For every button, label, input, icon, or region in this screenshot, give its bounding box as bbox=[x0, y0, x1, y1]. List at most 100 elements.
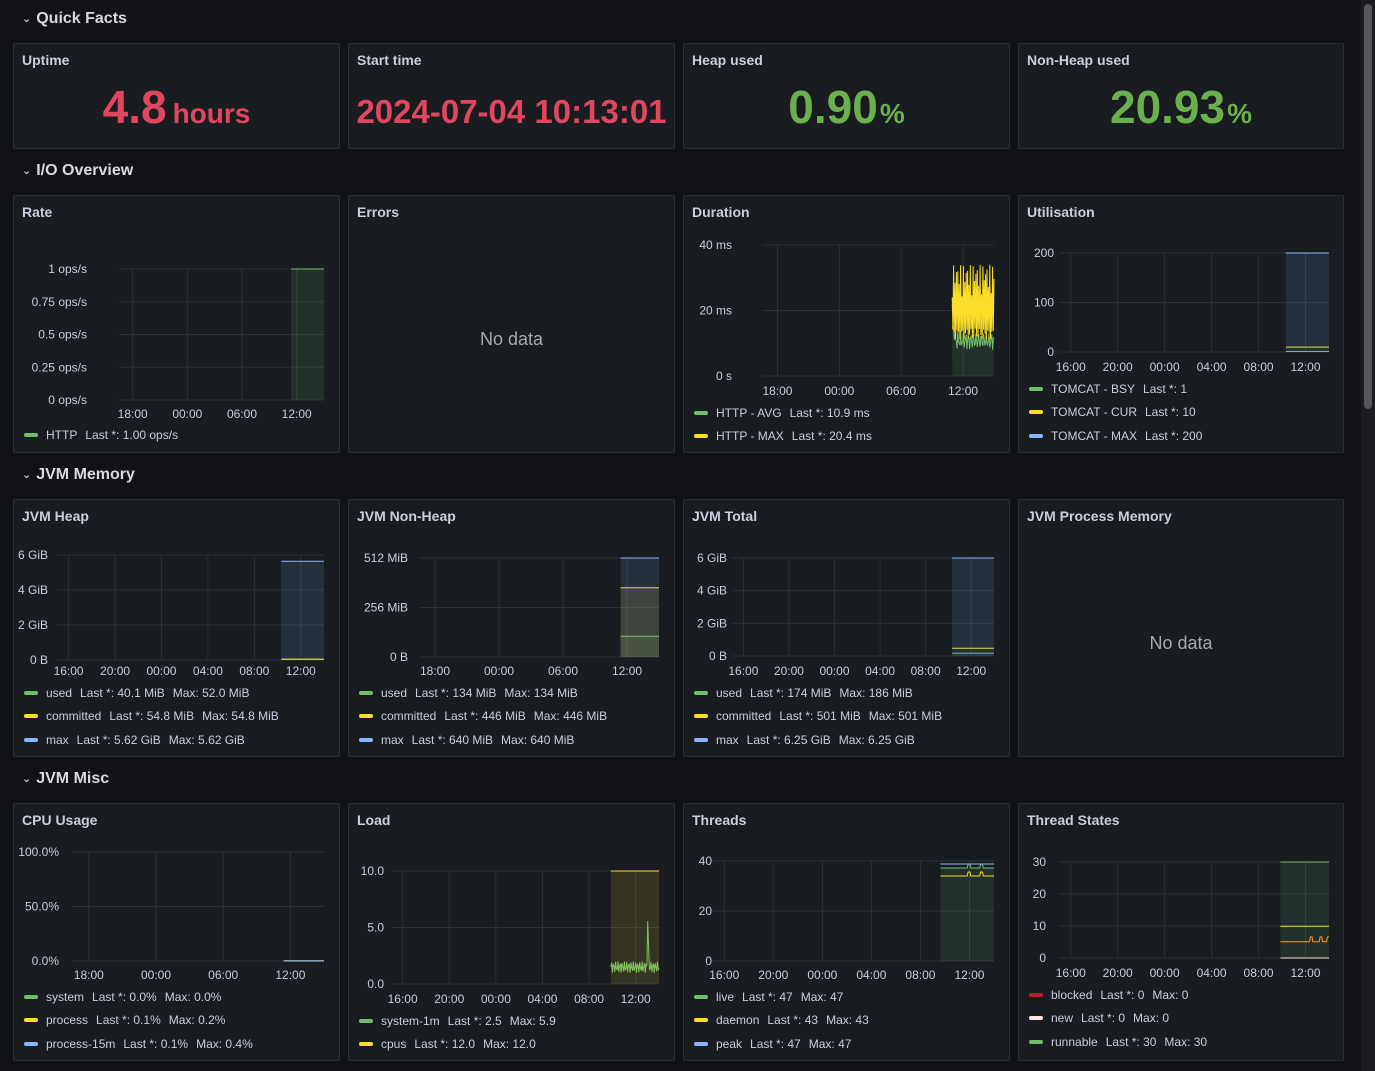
legend-last-value: Last *: 1.00 ops/s bbox=[85, 427, 179, 442]
legend-item-cpus[interactable]: cpus Last *: 12.0 Max: 12.0 bbox=[359, 1033, 556, 1057]
legend-item-TOMCAT - CUR[interactable]: TOMCAT - CUR Last *: 10 bbox=[1029, 401, 1210, 425]
stat-number: 0.90 bbox=[788, 81, 878, 133]
y-tick-label: 0 bbox=[1039, 951, 1046, 965]
legend-last-value: Last *: 0 bbox=[1081, 1011, 1126, 1026]
panel-cpu-usage[interactable]: CPU Usage 100.0% 50.0% 0.0% 18:00 00:00 06:00 1… bbox=[13, 803, 340, 1061]
panel-errors[interactable]: Errors No data bbox=[348, 195, 675, 453]
x-tick-label: 08:00 bbox=[239, 664, 269, 678]
chart-jvm-total[interactable]: 6 GiB 4 GiB 2 GiB 0 B16:00 20:00 00:00 04:00 08… bbox=[684, 500, 1011, 758]
panel-title: Load bbox=[357, 812, 391, 828]
legend-item-max[interactable]: max Last *: 5.62 GiB Max: 5.62 GiB bbox=[24, 728, 279, 752]
chart-load[interactable]: 10.0 5.0 0.0 16:00 20:00 00:00 04:00 08:00 12:00 bbox=[349, 804, 676, 1062]
legend-item-process[interactable]: process Last *: 0.1% Max: 0.2% bbox=[24, 1009, 253, 1033]
legend-name: TOMCAT - CUR bbox=[1051, 405, 1137, 420]
panel-rate[interactable]: Rate 1 ops/s 0.75 ops/s 0.5 ops/s 0.25 ops/s… bbox=[13, 195, 340, 453]
legend-swatch bbox=[694, 690, 708, 695]
panel-threads[interactable]: Threads 40 20 0 16:00 20:00 00:00 04:00 08:00 12:… bbox=[683, 803, 1010, 1061]
legend-item-used[interactable]: used Last *: 174 MiB Max: 186 MiB bbox=[694, 681, 942, 705]
legend-name: committed bbox=[716, 709, 772, 724]
legend-item-blocked[interactable]: blocked Last *: 0 Max: 0 bbox=[1029, 983, 1207, 1007]
x-tick-label: 08:00 bbox=[574, 992, 604, 1006]
panel-utilisation[interactable]: Utilisation 200 100 0 16:00 20:00 00:00 04:00 08… bbox=[1018, 195, 1344, 453]
series-area-cpus bbox=[610, 871, 659, 984]
x-tick-label: 00:00 bbox=[146, 664, 176, 678]
panel-uptime[interactable]: Uptime 4.8 hours bbox=[13, 43, 340, 149]
panel-title: Uptime bbox=[22, 52, 70, 68]
x-tick-label: 18:00 bbox=[762, 384, 792, 398]
legend-item-system-1m[interactable]: system-1m Last *: 2.5 Max: 5.9 bbox=[359, 1009, 556, 1033]
legend-item-live[interactable]: live Last *: 47 Max: 47 bbox=[694, 985, 869, 1009]
legend-name: process-15m bbox=[46, 1036, 116, 1051]
x-tick-label: 12:00 bbox=[275, 968, 305, 982]
chart-duration[interactable]: 40 ms 20 ms 0 s 18:00 00:00 06:00 12:00 bbox=[684, 196, 1011, 454]
panel-jvm-process-memory[interactable]: JVM Process Memory No data bbox=[1018, 499, 1344, 757]
panel-jvm-total[interactable]: JVM Total 6 GiB 4 GiB 2 GiB 0 B 16:00 20:00 00:… bbox=[683, 499, 1010, 757]
legend-item-new[interactable]: new Last *: 0 Max: 0 bbox=[1029, 1007, 1207, 1031]
legend-item-HTTP - AVG[interactable]: HTTP - AVG Last *: 10.9 ms bbox=[694, 401, 880, 425]
legend-max-value: Max: 47 bbox=[808, 1036, 852, 1051]
row-title-io-overview[interactable]: ⌄ I/O Overview bbox=[22, 159, 133, 183]
panel-start-time[interactable]: Start time 2024-07-04 10:13:01 bbox=[348, 43, 675, 149]
legend-item-TOMCAT - MAX[interactable]: TOMCAT - MAX Last *: 200 bbox=[1029, 424, 1210, 448]
panel-thread-states[interactable]: Thread States 30 20 10 0 16:00 20:00 00:00 04:00… bbox=[1018, 803, 1344, 1061]
y-tick-label: 200 bbox=[1034, 246, 1054, 260]
legend-last-value: Last *: 200 bbox=[1145, 428, 1203, 443]
no-data-message: No data bbox=[479, 329, 544, 349]
chart-threads[interactable]: 40 20 016:00 20:00 00:00 04:00 08:00 12:00 bbox=[684, 804, 1011, 1062]
y-tick-label: 0 B bbox=[30, 653, 48, 667]
legend-item-daemon[interactable]: daemon Last *: 43 Max: 43 bbox=[694, 1009, 869, 1033]
legend-item-used[interactable]: used Last *: 134 MiB Max: 134 MiB bbox=[359, 681, 607, 705]
panel-non-heap-used[interactable]: Non-Heap used 20.93% bbox=[1018, 43, 1344, 149]
legend-swatch bbox=[24, 714, 38, 719]
chart-utilisation[interactable]: 200 100 016:00 20:00 00:00 04:00 08:00 12:00 bbox=[1019, 196, 1345, 454]
series-line-daemon bbox=[940, 871, 994, 877]
x-tick-label: 12:00 bbox=[282, 407, 312, 421]
panel-load[interactable]: Load 10.0 5.0 0.0 16:00 20:00 00:00 04:00 08:00 1… bbox=[348, 803, 675, 1061]
scrollbar[interactable] bbox=[1361, 0, 1375, 1071]
panel-title: CPU Usage bbox=[22, 812, 98, 828]
chart-jvm-heap[interactable]: 6 GiB 4 GiB 2 GiB 0 B 16:00 20:00 00:00 04:00 08… bbox=[14, 500, 341, 758]
legend-swatch bbox=[359, 1018, 373, 1023]
panel-jvm-heap[interactable]: JVM Heap 6 GiB 4 GiB 2 GiB 0 B 16:00 20:00 00:0… bbox=[13, 499, 340, 757]
legend-item-used[interactable]: used Last *: 40.1 MiB Max: 52.0 MiB bbox=[24, 681, 279, 705]
legend-item-committed[interactable]: committed Last *: 446 MiB Max: 446 MiB bbox=[359, 705, 607, 729]
panel-duration[interactable]: Duration 40 ms 20 ms 0 s 18:00 00:00 06:00 12:0… bbox=[683, 195, 1010, 453]
x-tick-label: 12:00 bbox=[956, 664, 986, 678]
row-title-jvm-misc[interactable]: ⌄ JVM Misc bbox=[22, 767, 109, 791]
legend: blocked Last *: 0 Max: 0 new Last *: 0 Max: 0… bbox=[1029, 983, 1207, 1054]
legend-name: used bbox=[46, 685, 73, 700]
y-tick-label: 6 GiB bbox=[697, 551, 727, 565]
series-area-live bbox=[940, 864, 994, 961]
legend-item-committed[interactable]: committed Last *: 54.8 MiB Max: 54.8 MiB bbox=[24, 705, 279, 729]
legend-item-system[interactable]: system Last *: 0.0% Max: 0.0% bbox=[24, 985, 253, 1009]
series-area-runnable bbox=[1280, 862, 1329, 958]
y-tick-label: 0 s bbox=[716, 369, 732, 383]
legend-max-value: Max: 134 MiB bbox=[504, 685, 578, 700]
legend-item-committed[interactable]: committed Last *: 501 MiB Max: 501 MiB bbox=[694, 705, 942, 729]
panel-heap-used[interactable]: Heap used 0.90% bbox=[683, 43, 1010, 149]
panel-title: JVM Process Memory bbox=[1027, 508, 1172, 524]
legend-item-max[interactable]: max Last *: 640 MiB Max: 640 MiB bbox=[359, 728, 607, 752]
legend-item-runnable[interactable]: runnable Last *: 30 Max: 30 bbox=[1029, 1030, 1207, 1054]
legend-item-peak[interactable]: peak Last *: 47 Max: 47 bbox=[694, 1032, 869, 1056]
legend-max-value: Max: 501 MiB bbox=[868, 709, 943, 724]
series-area-TOMCAT - MAX bbox=[1285, 253, 1329, 352]
legend-item-TOMCAT - BSY[interactable]: TOMCAT - BSY Last *: 1 bbox=[1029, 377, 1210, 401]
chart-cpu-usage[interactable]: 100.0% 50.0% 0.0% 18:00 00:00 06:00 12:00 bbox=[14, 804, 341, 1062]
y-tick-label: 100 bbox=[1034, 296, 1054, 310]
legend-name: new bbox=[1051, 1011, 1074, 1026]
legend: HTTP - AVG Last *: 10.9 ms HTTP - MAX Last … bbox=[694, 401, 880, 448]
panel-title: JVM Non-Heap bbox=[357, 508, 456, 524]
row-title-jvm-memory[interactable]: ⌄ JVM Memory bbox=[22, 463, 135, 487]
legend-item-HTTP - MAX[interactable]: HTTP - MAX Last *: 20.4 ms bbox=[694, 425, 880, 449]
legend-item-max[interactable]: max Last *: 6.25 GiB Max: 6.25 GiB bbox=[694, 728, 942, 752]
panel-jvm-non-heap[interactable]: JVM Non-Heap 512 MiB 256 MiB 0 B 18:00 00:00 0… bbox=[348, 499, 675, 757]
chart-jvm-non-heap[interactable]: 512 MiB 256 MiB 0 B 18:00 00:00 06:00 12:00 bbox=[349, 500, 676, 758]
row-title-quick-facts[interactable]: ⌄ Quick Facts bbox=[22, 7, 127, 31]
scrollbar-thumb[interactable] bbox=[1364, 4, 1372, 409]
legend-item-process-15m[interactable]: process-15m Last *: 0.1% Max: 0.4% bbox=[24, 1032, 253, 1056]
chart-thread-states[interactable]: 30 20 10 0 16:00 20:00 00:00 04:00 08:00 12:00 bbox=[1019, 804, 1345, 1062]
legend-item-HTTP[interactable]: HTTP Last *: 1.00 ops/s bbox=[24, 423, 186, 447]
legend-last-value: Last *: 0.1% bbox=[123, 1036, 189, 1051]
chart-rate[interactable]: 1 ops/s 0.75 ops/s 0.5 ops/s 0.25 ops/s 0 op… bbox=[14, 196, 341, 454]
